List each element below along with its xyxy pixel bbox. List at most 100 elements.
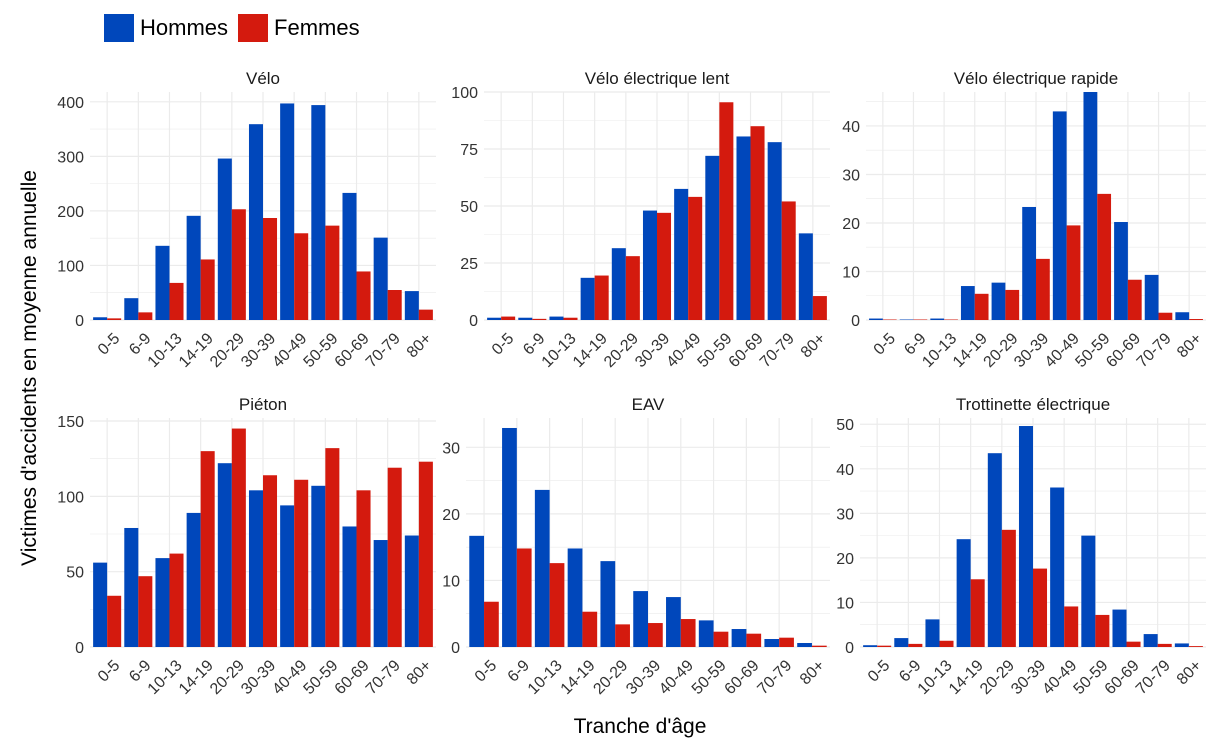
x-tick-label: 0-5 (871, 330, 899, 358)
y-tick-label: 100 (451, 85, 478, 102)
bar-femmes-40-49 (1064, 606, 1079, 647)
bar-hommes-50-59 (311, 105, 326, 320)
legend-label-hommes: Hommes (140, 15, 229, 40)
x-tick-label: 10-13 (525, 657, 566, 698)
x-tick-label: 70-79 (754, 657, 795, 698)
x-tick-label: 14-19 (570, 330, 611, 371)
bar-hommes-0-5 (469, 535, 485, 647)
bar-femmes-10-13 (549, 563, 565, 647)
bar-hommes-70-79 (1143, 634, 1158, 647)
bar-femmes-20-29 (231, 428, 246, 647)
y-tick-label: 0 (845, 640, 854, 657)
bar-femmes-20-29 (1005, 289, 1020, 320)
bar-hommes-10-13 (925, 619, 940, 647)
x-tick-label: 30-39 (1011, 330, 1052, 371)
x-tick-label: 10-13 (915, 657, 956, 698)
x-tick-label: 60-69 (722, 657, 763, 698)
bar-hommes-80 (404, 291, 419, 320)
bar-femmes-70-79 (779, 637, 794, 647)
bar-femmes-60-69 (750, 126, 765, 320)
x-tick-label: 0-5 (489, 330, 517, 358)
bar-hommes-70-79 (373, 540, 388, 647)
panel-title: Vélo (246, 69, 280, 88)
bar-femmes-0-5 (484, 601, 499, 647)
legend-swatch-hommes (104, 14, 134, 42)
x-tick-label: 20-29 (207, 330, 248, 371)
y-tick-label: 40 (836, 462, 854, 479)
x-tick-label: 20-29 (207, 657, 248, 698)
bar-hommes-70-79 (1144, 274, 1159, 320)
y-tick-label: 0 (451, 640, 460, 657)
bar-hommes-0-5 (869, 318, 883, 320)
x-tick-label: 40-49 (656, 657, 697, 698)
x-tick-label: 60-69 (332, 657, 373, 698)
x-tick-label: 30-39 (632, 330, 673, 371)
bar-femmes-0-5 (107, 595, 122, 647)
bar-hommes-40-49 (1052, 111, 1067, 320)
bar-femmes-10-13 (939, 640, 954, 647)
y-tick-label: 300 (57, 149, 84, 166)
y-tick-label: 20 (836, 551, 854, 568)
bar-hommes-10-13 (155, 558, 170, 647)
bar-hommes-50-59 (698, 620, 714, 647)
bar-femmes-30-39 (263, 218, 278, 320)
bar-femmes-20-29 (231, 209, 246, 320)
x-tick-label: 40-49 (1042, 330, 1083, 371)
bar-hommes-60-69 (342, 192, 357, 320)
y-tick-label: 400 (57, 95, 84, 112)
legend-label-femmes: Femmes (274, 15, 360, 40)
bar-femmes-60-69 (746, 633, 762, 647)
bar-femmes-20-29 (615, 624, 630, 647)
bar-femmes-40-49 (680, 619, 696, 647)
x-tick-label: 80+ (1174, 330, 1205, 361)
bar-hommes-40-49 (280, 505, 295, 647)
bar-femmes-10-13 (169, 553, 184, 647)
bar-hommes-80 (1175, 312, 1190, 320)
bar-hommes-6-9 (124, 527, 139, 647)
bar-hommes-14-19 (580, 277, 595, 320)
bar-hommes-14-19 (186, 215, 201, 320)
legend: Hommes Femmes (104, 14, 370, 42)
bar-femmes-14-19 (200, 451, 215, 647)
x-tick-label: 50-59 (301, 330, 342, 371)
x-axis-label: Tranche d'âge (573, 715, 707, 738)
y-tick-label: 0 (851, 313, 860, 330)
bar-hommes-70-79 (764, 639, 780, 647)
x-tick-label: 14-19 (950, 330, 991, 371)
bar-femmes-30-39 (1036, 258, 1050, 320)
bar-hommes-10-13 (549, 316, 564, 320)
bar-hommes-70-79 (767, 142, 782, 320)
bar-hommes-20-29 (987, 453, 1002, 647)
x-tick-label: 40-49 (269, 330, 310, 371)
bar-femmes-14-19 (974, 293, 989, 320)
bar-femmes-6-9 (908, 643, 923, 647)
x-tick-label: 60-69 (726, 330, 767, 371)
x-tick-label: 50-59 (689, 657, 730, 698)
y-tick-label: 150 (57, 414, 84, 431)
bar-hommes-14-19 (960, 286, 975, 320)
bar-hommes-40-49 (666, 597, 681, 647)
x-tick-label: 10-13 (919, 330, 960, 371)
x-tick-label: 50-59 (301, 657, 342, 698)
bar-femmes-60-69 (356, 271, 371, 320)
bar-hommes-10-13 (155, 245, 170, 320)
bar-femmes-50-59 (1095, 614, 1110, 647)
bar-femmes-50-59 (1097, 193, 1112, 320)
bar-femmes-60-69 (1126, 641, 1141, 647)
x-tick-label: 20-29 (977, 657, 1018, 698)
bar-hommes-10-13 (534, 489, 550, 647)
x-tick-label: 20-29 (601, 330, 642, 371)
bar-hommes-30-39 (248, 490, 263, 647)
bar-femmes-0-5 (501, 316, 516, 320)
y-tick-label: 40 (842, 119, 860, 136)
bar-hommes-6-9 (502, 427, 517, 647)
bar-hommes-14-19 (956, 539, 971, 647)
y-tick-label: 20 (442, 507, 460, 524)
bar-hommes-80 (1174, 643, 1189, 647)
bar-hommes-30-39 (1018, 426, 1033, 647)
bar-femmes-14-19 (200, 259, 215, 320)
